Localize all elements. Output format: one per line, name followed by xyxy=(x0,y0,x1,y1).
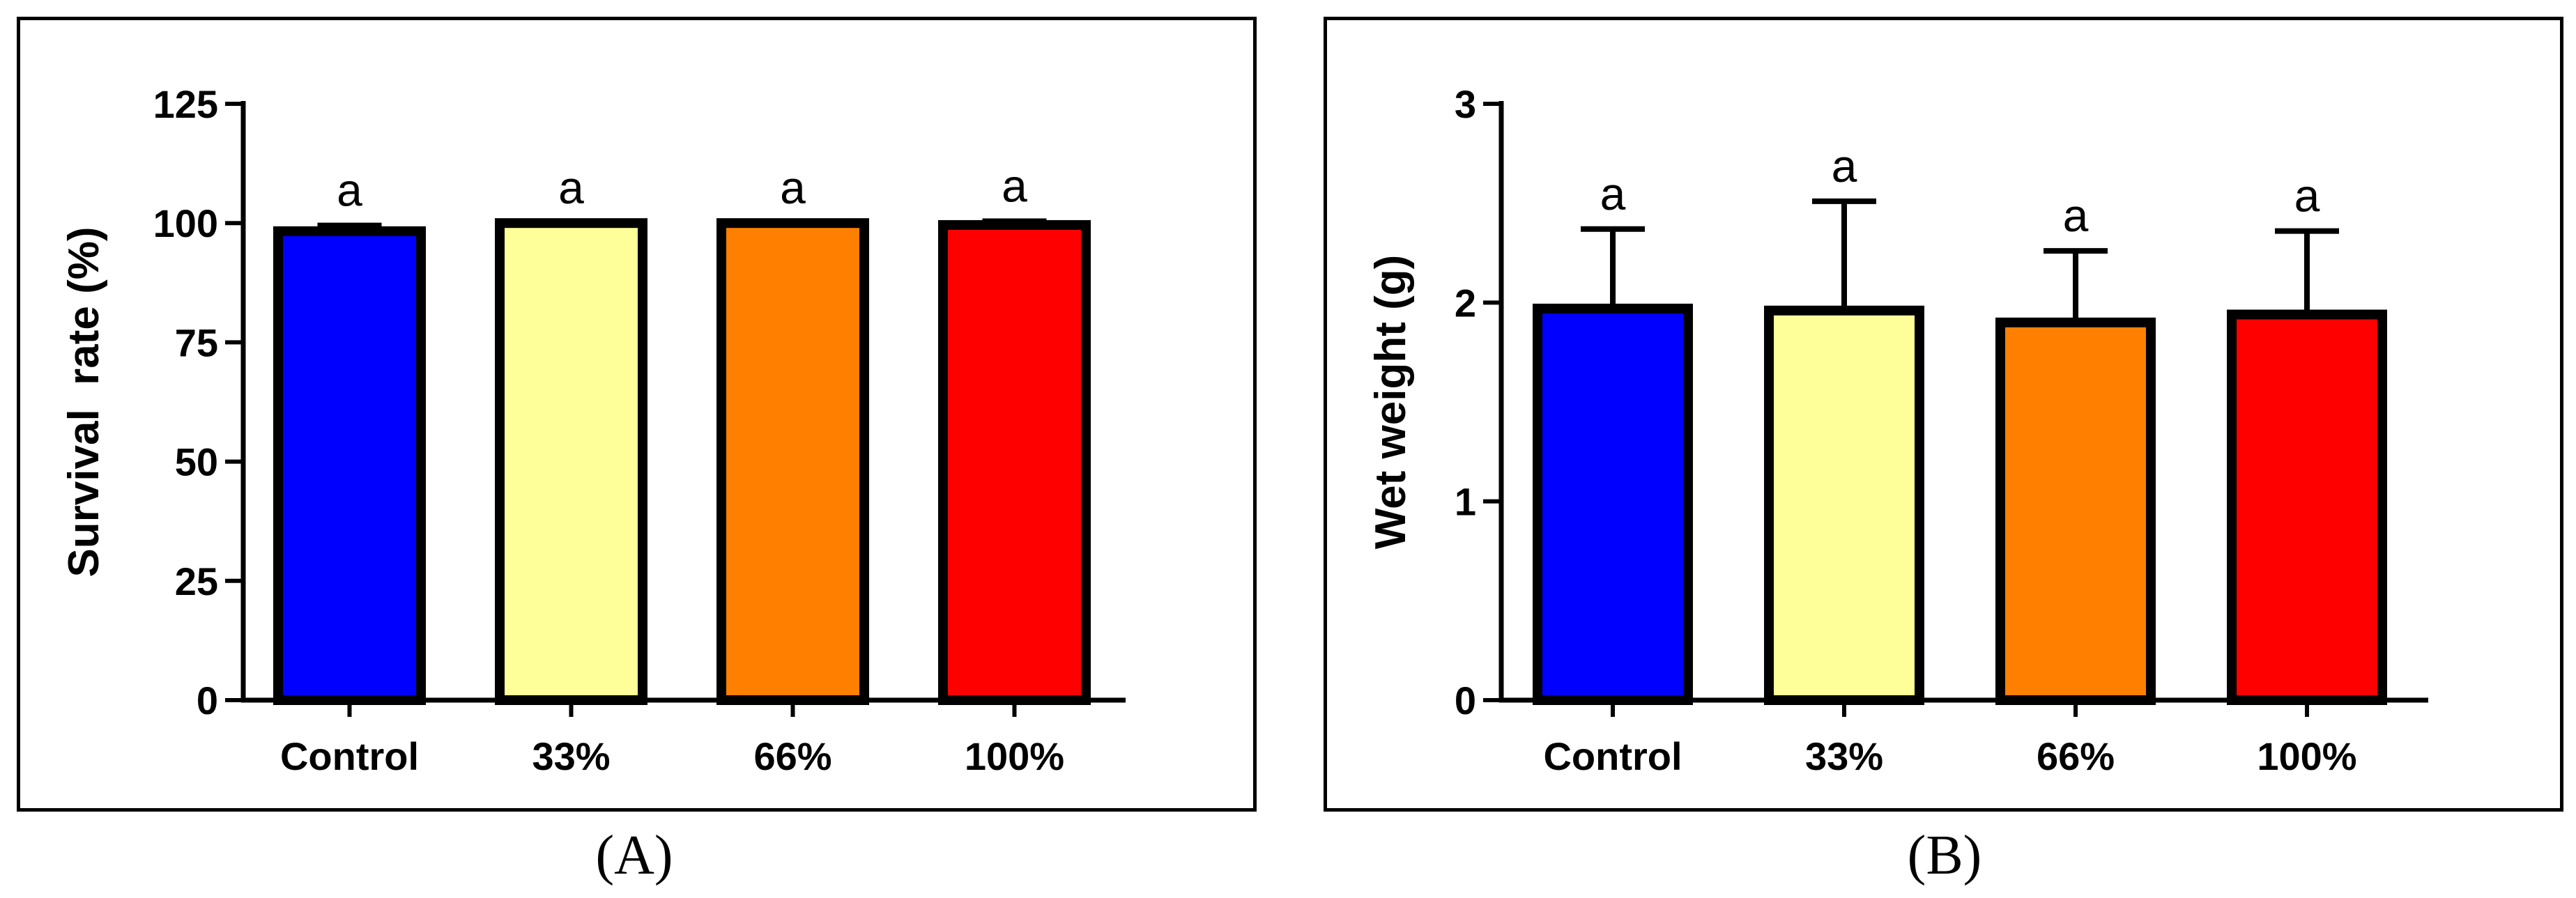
y-tick-label: 125 xyxy=(153,82,218,126)
x-tick-label: 66% xyxy=(2037,734,2115,778)
panel-b-caption: (B) xyxy=(1907,825,1982,886)
x-tick-label: Control xyxy=(280,734,419,778)
bar-100pct xyxy=(938,219,1091,705)
panel-a-frame: a Control a 33% a 66% a 100% 0 25 50 75 100 125 Surviv… xyxy=(17,17,1257,812)
x-tick-label: 100% xyxy=(2257,734,2356,778)
y-axis-title: Survival rate (%) xyxy=(60,226,108,577)
significance-letter: a xyxy=(780,162,806,213)
y-tick-label: 75 xyxy=(175,320,218,364)
y-tick-label: 100 xyxy=(153,201,218,245)
panel-a-caption: (A) xyxy=(595,825,673,886)
survival-rate-chart: a Control a 33% a 66% a 100% 0 25 50 75 100 125 Surviv… xyxy=(60,82,1126,778)
significance-letter: a xyxy=(337,164,362,216)
y-tick-label: 25 xyxy=(175,559,218,603)
x-tick-label: 100% xyxy=(965,734,1064,778)
x-tick-label: Control xyxy=(1543,734,1682,778)
significance-letter: a xyxy=(1832,140,1857,192)
significance-letter: a xyxy=(1002,160,1027,211)
panel-b-frame: a Control a 33% a 66% a 100% 0 1 2 3 Wet weight (g) xyxy=(1324,17,2563,812)
y-tick-label: 0 xyxy=(1455,679,1476,722)
significance-letter: a xyxy=(558,162,584,213)
y-tick-label: 3 xyxy=(1455,82,1476,126)
bar-33pct xyxy=(1764,305,1924,706)
significance-letter: a xyxy=(2294,170,2320,222)
x-tick-label: 33% xyxy=(1805,734,1883,778)
y-tick-label: 0 xyxy=(197,679,218,722)
bar-100pct xyxy=(2227,309,2387,706)
bar-control xyxy=(1533,303,1693,706)
x-tick-label: 33% xyxy=(532,734,610,778)
bar-33pct xyxy=(495,218,647,705)
significance-letter: a xyxy=(2063,189,2089,241)
significance-letter: a xyxy=(1600,168,1626,219)
wet-weight-chart: a Control a 33% a 66% a 100% 0 1 2 3 Wet weight (g) xyxy=(1367,82,2428,778)
y-tick-label: 1 xyxy=(1455,480,1476,524)
bar-66pct xyxy=(716,218,869,705)
y-tick-label: 50 xyxy=(175,440,218,484)
x-tick-label: 66% xyxy=(753,734,831,778)
bar-control xyxy=(273,226,426,705)
y-axis-title: Wet weight (g) xyxy=(1367,255,1415,549)
y-tick-label: 2 xyxy=(1455,281,1476,325)
bar-66pct xyxy=(1995,317,2156,706)
